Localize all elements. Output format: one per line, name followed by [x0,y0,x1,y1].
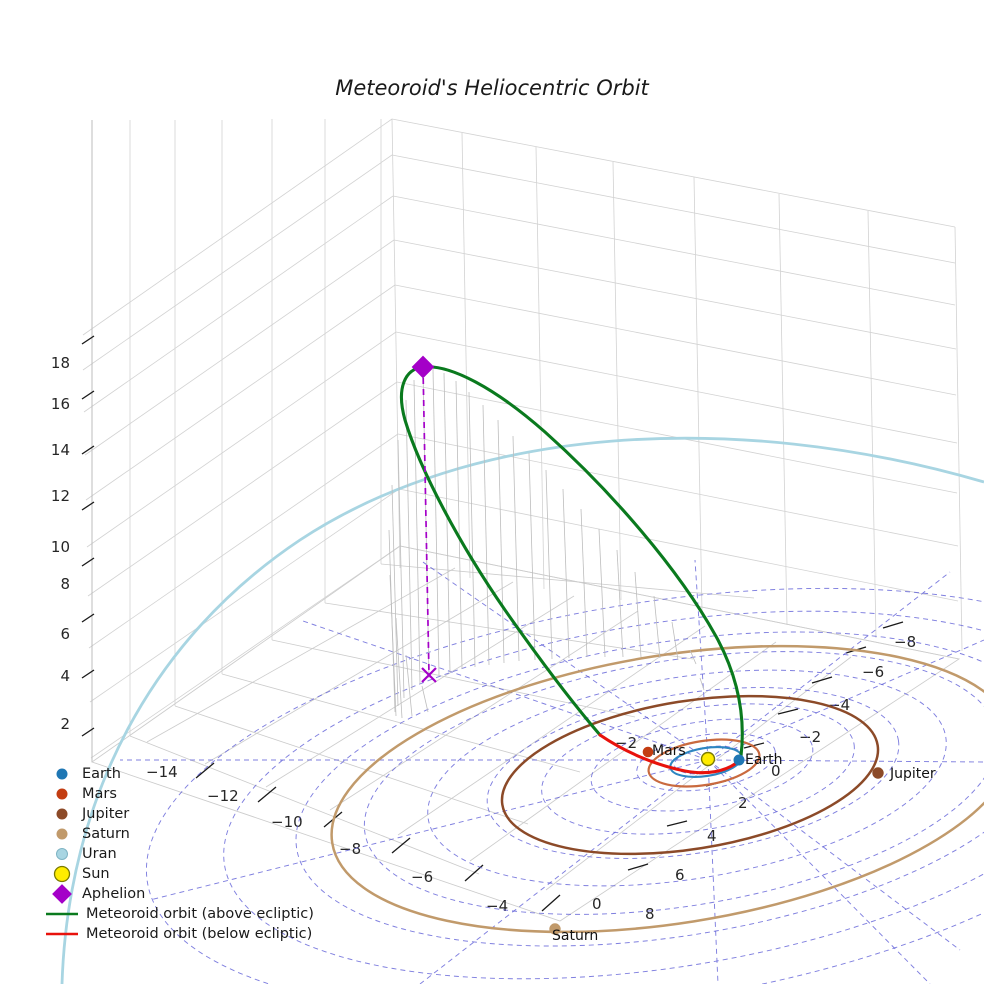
mars-icon [56,788,68,800]
sun-marker[interactable] [700,751,716,767]
z-tick-label: 4 [60,667,70,685]
legend-label: Jupiter [81,806,129,822]
y-tick-label: −2 [799,728,821,746]
legend-label: Saturn [82,826,130,842]
x-tick-label: −14 [146,763,178,781]
earth-label: Earth [745,752,783,768]
y-tick-label: 0 [771,762,781,780]
back-pane-left [82,118,401,762]
earth-marker[interactable] [733,754,745,766]
legend-label: Meteoroid orbit (below ecliptic) [86,926,312,942]
legend-item-jupiter[interactable]: Jupiter [56,806,130,822]
legend-item-saturn[interactable]: Saturn [56,826,130,842]
polar-grid-rings [145,587,984,984]
uranus-icon [56,848,68,860]
legend-item-aphelion[interactable]: Aphelion [52,884,145,904]
legend-item-earth[interactable]: Earth [56,766,121,782]
page-title: Meteoroid's Heliocentric Orbit [335,76,649,100]
jupiter-marker[interactable] [872,767,884,779]
x-tick-label: −6 [411,868,433,886]
legend-item-orbit-below[interactable]: Meteoroid orbit (below ecliptic) [46,926,312,942]
floor-grid [91,545,961,922]
saturn-orbit [330,644,984,934]
z-tick-label: 8 [60,575,70,593]
aphelion-group [411,355,437,683]
z-axis [81,120,95,762]
z-tick-label: 12 [51,487,70,505]
legend-label: Mars [82,786,117,802]
sun-icon [53,865,71,883]
meteoroid-orbit-above-ecliptic [400,365,744,758]
z-tick-label: 6 [60,625,70,643]
z-tick-label: 16 [51,395,70,413]
y-tick-label: −4 [828,696,850,714]
legend-label: Uran [82,846,117,862]
meteoroid-orbit-below-ecliptic [598,733,741,775]
x-tick-label: −8 [339,840,361,858]
z-tick-labels: 2 4 6 8 10 12 14 16 18 [51,354,70,733]
z-tick-label: 10 [51,538,70,556]
polar-grid-spokes [120,559,984,984]
saturn-marker[interactable] [549,923,561,935]
aphelion-diamond-icon [411,355,435,379]
x-tick-label: −12 [207,787,239,805]
legend-label: Aphelion [82,886,145,902]
z-tick-label: 2 [60,715,70,733]
y-tick-label: −6 [862,663,884,681]
legend-label: Sun [82,866,110,882]
earth-icon [56,768,68,780]
orbit-projection-stems [388,368,705,719]
x-tick-label: 0 [592,895,602,913]
z-tick-label: 18 [51,354,70,372]
mars-orbit [647,738,761,788]
planet-orbits [60,436,984,984]
legend-item-mars[interactable]: Mars [56,786,117,802]
uranus-orbit [60,436,984,984]
x-tick-label: −4 [486,897,508,915]
back-pane-right [391,118,963,660]
jupiter-icon [56,808,68,820]
z-tick-label: 14 [51,441,70,459]
aphelion-drop-line [422,366,430,676]
jupiter-orbit [500,694,880,856]
body-annotations: Mars Earth Jupiter Saturn [552,743,936,944]
mars-marker[interactable] [642,746,654,758]
x-tick-label: −10 [271,813,303,831]
saturn-label: Saturn [552,928,598,944]
legend-item-sun[interactable]: Sun [53,865,110,883]
aphelion-projection-x-icon [421,667,437,683]
x-tick-labels: −14 −12 −10 −8 −6 −4 −2 0 [146,734,637,915]
y-tick-label: −8 [894,633,916,651]
legend-label: Earth [82,766,121,782]
mars-label: Mars [652,743,686,759]
saturn-icon [56,828,68,840]
z-tickmarks [81,335,95,737]
jupiter-label: Jupiter [889,766,936,782]
y-tick-label: 8 [645,905,655,923]
legend-label: Meteoroid orbit (above ecliptic) [86,906,314,922]
planet-body-markers [549,746,884,935]
legend-item-uran[interactable]: Uran [56,846,117,862]
y-tick-label: 2 [738,794,748,812]
y-tick-label: 6 [675,866,685,884]
legend-item-orbit-above[interactable]: Meteoroid orbit (above ecliptic) [46,906,314,922]
